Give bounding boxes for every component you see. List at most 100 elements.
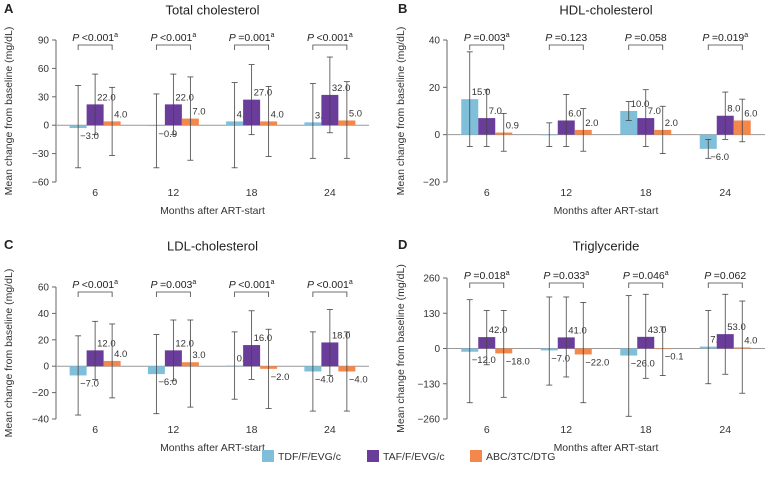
data-label: 4.0 [271,109,284,120]
x-tick-label: 24 [719,424,731,436]
legend-label: TAF/F/EVG/c [383,451,445,463]
p-value-label: P =0.018a [464,270,510,282]
data-label: 2.0 [585,118,598,129]
data-label: 8.0 [727,104,740,115]
data-label: −7.0 [551,353,570,364]
data-label: 22.0 [97,92,116,103]
x-tick-label: 6 [92,187,98,199]
x-tick-label: 24 [324,187,336,199]
p-value-bracket [155,44,191,50]
data-label: 42.0 [489,325,508,336]
p-value-label: P <0.001a [307,32,353,44]
data-label: 12.0 [175,338,194,349]
legend-swatch [367,450,379,462]
p-value-bracket [312,291,348,297]
y-tick-label: 20 [38,335,50,346]
data-label: 10.0 [631,99,650,110]
data-label: −2.0 [271,372,290,383]
y-tick-label: 20 [429,83,441,94]
data-label: 53.0 [727,322,746,333]
y-axis-label: Mean change from baseline (mg/dL) [3,27,15,196]
bar [620,111,638,135]
y-axis-label: Mean change from baseline (mg/dL) [395,264,407,433]
x-tick-label: 12 [560,187,572,199]
data-label: 6.0 [568,108,581,119]
data-label: −7.0 [80,378,99,389]
data-label: −4.0 [315,374,334,385]
y-tick-label: −40 [32,415,49,426]
p-value-bracket [77,44,113,50]
panel-letter: C [4,237,14,252]
y-tick-label: −20 [32,388,49,399]
p-value-label: P <0.001a [229,279,275,291]
p-value-bracket [155,291,191,297]
data-label: −3.0 [80,131,99,142]
data-label: 4.0 [114,349,127,360]
x-tick-label: 18 [640,187,652,199]
data-label: 4.0 [744,335,757,346]
legend-swatch [470,450,482,462]
x-tick-label: 12 [560,424,572,436]
x-tick-label: 6 [92,424,98,436]
p-value-bracket [469,282,505,288]
data-label: 5.0 [349,108,362,119]
p-value-bracket [548,44,584,50]
x-axis-label: Months after ART-start [554,205,659,217]
p-value-bracket [707,44,743,50]
p-value-bracket [312,44,348,50]
p-value-bracket [234,291,270,297]
data-label: −12.0 [472,355,496,366]
data-label: 22.0 [175,92,194,103]
y-tick-label: 130 [423,309,440,320]
p-value-label: P <0.001a [72,279,118,291]
data-label: 12.0 [97,338,116,349]
p-value-bracket [707,282,743,288]
data-label: −0.9 [158,129,177,140]
p-value-label: P =0.019a [702,32,748,44]
y-tick-label: 0 [434,344,440,355]
y-tick-label: 0 [434,130,440,141]
x-tick-label: 6 [484,424,490,436]
x-tick-label: 6 [484,187,490,199]
data-label: −26.0 [631,359,655,370]
data-label: 7.0 [648,106,661,117]
chart-title: Total cholesterol [166,2,260,17]
legend-swatch [262,450,274,462]
data-label: 3.0 [192,350,205,361]
data-label: 16.0 [254,333,273,344]
data-label: −6.0 [158,377,177,388]
y-tick-label: −260 [417,415,440,426]
chart-title: LDL-cholesterol [167,238,258,253]
p-value-label: P <0.001a [150,32,196,44]
legend-label: ABC/3TC/DTG [486,451,555,463]
p-value-label: P <0.001a [307,279,353,291]
x-axis-label: Months after ART-start [160,442,265,454]
data-label: 4.0 [114,109,127,120]
y-tick-label: −60 [32,178,49,189]
data-label: −18.0 [506,356,530,367]
x-tick-label: 12 [168,187,180,199]
p-value-label: P =0.058 [625,32,667,44]
data-label: 32.0 [332,83,351,94]
y-tick-label: 0 [43,362,49,373]
y-tick-label: 40 [38,309,50,320]
panel-letter: A [4,1,14,16]
p-value-label: P =0.062 [704,270,746,282]
p-value-bracket [234,44,270,50]
p-value-bracket [548,282,584,288]
data-label: −4.0 [349,374,368,385]
p-value-bracket [628,282,664,288]
x-axis-label: Months after ART-start [554,442,659,454]
chart-title: HDL-cholesterol [559,2,652,17]
y-tick-label: 0 [43,121,49,132]
p-value-bracket [77,291,113,297]
p-value-label: P =0.033a [543,270,589,282]
x-tick-label: 18 [640,424,652,436]
p-value-label: P =0.123 [545,32,587,44]
x-tick-label: 24 [719,187,731,199]
y-tick-label: 90 [38,36,50,47]
p-value-label: P =0.001a [229,32,275,44]
legend-label: TDF/F/EVG/c [278,451,341,463]
